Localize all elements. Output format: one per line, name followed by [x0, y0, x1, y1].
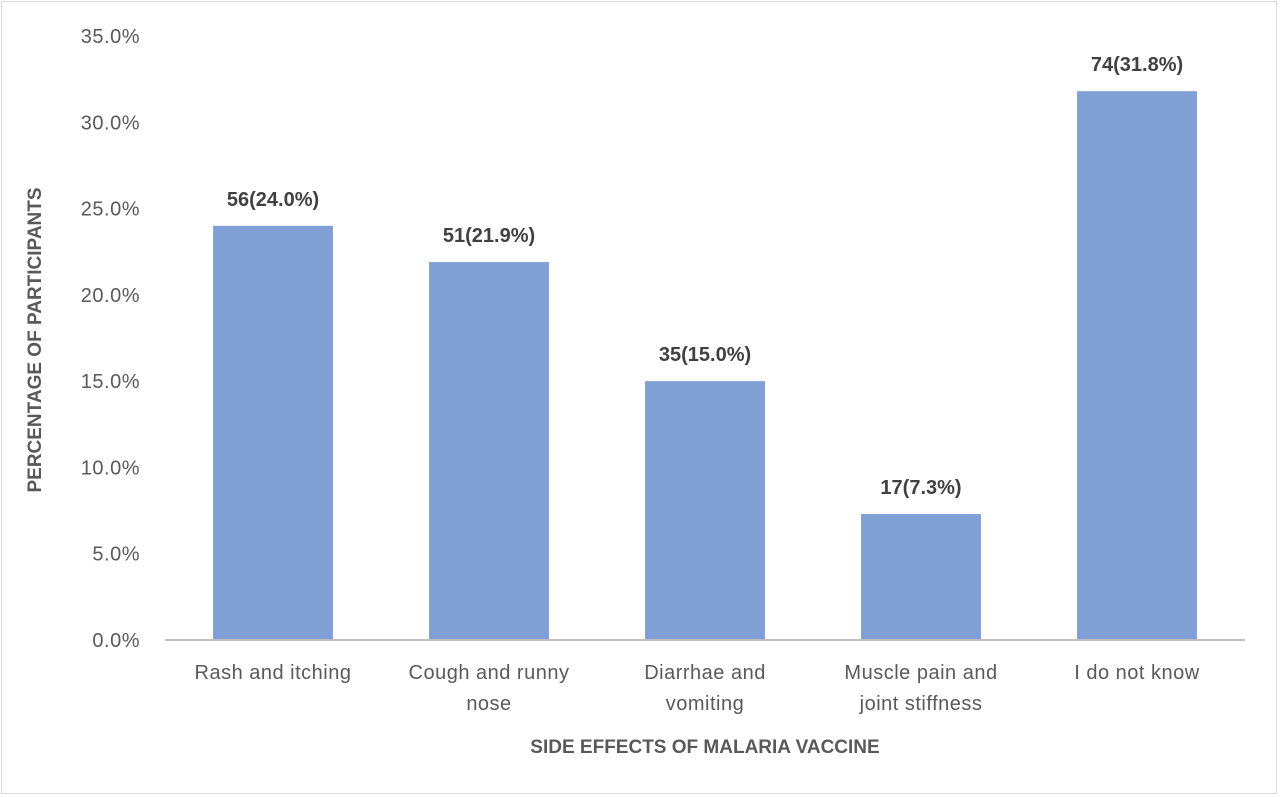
bar: [429, 262, 549, 640]
bar: [645, 381, 765, 640]
y-axis-title: PERCENTAGE OF PARTICIPANTS: [25, 187, 46, 492]
bar: [861, 514, 981, 640]
y-tick-label: 10.0%: [81, 457, 140, 479]
data-label: 17(7.3%): [880, 477, 961, 499]
y-tick-label: 5.0%: [92, 544, 140, 566]
x-axis-title: SIDE EFFECTS OF MALARIA VACCINE: [530, 737, 879, 758]
y-axis-ticks: 0.0% 5.0% 10.0% 15.0% 20.0% 25.0% 30.0% 35.0%: [81, 26, 140, 652]
x-category-label: Cough and runny: [409, 662, 570, 684]
x-category-label: nose: [466, 693, 511, 715]
bars: [213, 91, 1197, 641]
y-tick-label: 30.0%: [81, 112, 140, 134]
bar: [213, 225, 333, 641]
bar: [1077, 91, 1197, 641]
data-labels: 56(24.0%) 51(21.9%) 35(15.0%) 17(7.3%) 74(31…: [227, 54, 1183, 499]
data-label: 74(31.8%): [1091, 54, 1183, 76]
y-tick-label: 15.0%: [81, 371, 140, 393]
data-label: 51(21.9%): [443, 225, 535, 247]
x-category-label: Diarrhae and: [644, 662, 766, 684]
x-category-label: Muscle pain and: [844, 662, 997, 684]
x-category-label: Rash and itching: [195, 662, 352, 684]
data-label: 56(24.0%): [227, 189, 319, 211]
y-tick-label: 25.0%: [81, 199, 140, 221]
x-category-label: I do not know: [1074, 662, 1200, 684]
y-tick-label: 35.0%: [81, 26, 140, 48]
x-category-label: joint stiffness: [859, 693, 983, 715]
x-axis-categories: Rash and itching Cough and runny nose Diarr…: [195, 662, 1200, 715]
data-label: 35(15.0%): [659, 344, 751, 366]
y-tick-label: 20.0%: [81, 285, 140, 307]
y-tick-label: 0.0%: [92, 630, 140, 652]
x-category-label: vomiting: [666, 693, 744, 715]
